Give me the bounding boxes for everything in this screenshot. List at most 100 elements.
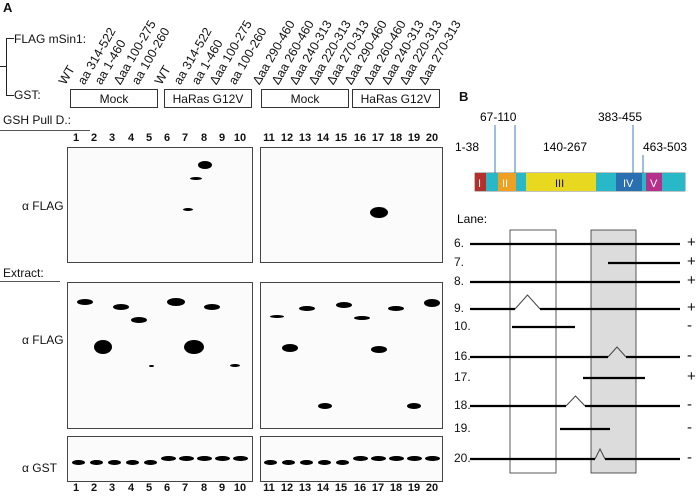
- lane-row-result: +: [687, 272, 696, 289]
- bottom-lane-19: 19: [407, 482, 421, 494]
- blot-band: [406, 455, 422, 461]
- blot-band: [388, 455, 404, 461]
- blot-band: [370, 206, 388, 218]
- lane-header: Lane:: [457, 212, 487, 226]
- blot-band: [299, 459, 313, 465]
- top-lane-19: 19: [407, 132, 421, 144]
- svg-text:III: III: [555, 178, 564, 190]
- lane-row-label: 9.: [454, 301, 465, 315]
- top-lane-15: 15: [334, 132, 348, 144]
- gsh-pulldown-label: GSH Pull D.:: [3, 113, 72, 127]
- top-lane-3: 3: [108, 132, 116, 144]
- lane-row-label: 19.: [454, 421, 471, 435]
- lane-row-result: -: [687, 396, 692, 413]
- blot-band: [184, 340, 204, 354]
- bottom-lane-6: 6: [163, 482, 171, 494]
- lane-row-result: +: [687, 299, 696, 316]
- lane-row-label: 10.: [454, 319, 471, 333]
- blot-band: [263, 459, 277, 465]
- domain-2: [498, 173, 516, 191]
- bottom-lane-2: 2: [90, 482, 98, 494]
- lane-row-label: 16.: [454, 349, 471, 363]
- range-67-110: 67-110: [480, 110, 517, 124]
- blot-band: [71, 459, 85, 465]
- blot-band: [282, 344, 298, 352]
- range-140-267: 140-267: [543, 140, 587, 154]
- lane-row-result: +: [687, 234, 696, 251]
- blot-band: [318, 403, 332, 409]
- blot-band: [317, 459, 331, 465]
- top-lane-7: 7: [181, 132, 189, 144]
- bottom-lane-17: 17: [371, 482, 385, 494]
- bracket-tick: [0, 66, 6, 67]
- blot-band: [148, 365, 154, 367]
- blot-band: [125, 459, 139, 465]
- gst-label: GST:: [14, 88, 41, 102]
- lane-row-result: -: [687, 347, 692, 364]
- lane-row-label: 18.: [454, 398, 471, 412]
- blot-band: [107, 459, 121, 465]
- top-lane-17: 17: [371, 132, 385, 144]
- bottom-lane-20: 20: [425, 482, 439, 494]
- top-lane-12: 12: [280, 132, 294, 144]
- blot-band: [335, 459, 349, 465]
- top-lane-2: 2: [90, 132, 98, 144]
- blot-band: [370, 455, 386, 461]
- range-463-503: 463-503: [643, 140, 687, 154]
- range-1-38: 1-38: [455, 140, 479, 154]
- bracket: [6, 38, 14, 95]
- bracket-top: [6, 38, 14, 39]
- blot-band: [336, 302, 352, 308]
- gst-box-mock-right: Mock: [261, 89, 349, 108]
- bracket-bottom: [6, 95, 14, 96]
- extract-flag-panel-left: [67, 282, 253, 429]
- blot-band: [204, 304, 220, 310]
- bottom-lane-3: 3: [108, 482, 116, 494]
- blot-band: [198, 161, 212, 169]
- lane-row-result: -: [687, 317, 692, 334]
- domain-3: [526, 173, 596, 191]
- lane-row-result: -: [687, 449, 692, 466]
- domain-5: [646, 173, 662, 191]
- lane-row-label: 7.: [454, 255, 465, 269]
- blot-band: [131, 317, 147, 323]
- blot-band: [388, 305, 404, 311]
- bottom-lane-11: 11: [263, 482, 275, 494]
- bottom-lane-12: 12: [280, 482, 294, 494]
- blot-band: [424, 455, 440, 461]
- svg-text:I: I: [478, 178, 481, 190]
- blot-band: [371, 345, 387, 353]
- blot-band: [354, 316, 370, 320]
- pulldown-panel-right: [260, 147, 443, 263]
- alpha-flag-label-1: α FLAG: [22, 199, 64, 213]
- blot-band: [113, 304, 129, 310]
- top-lane-13: 13: [298, 132, 312, 144]
- top-lane-9: 9: [218, 132, 226, 144]
- blot-band: [232, 455, 248, 461]
- gst-box-haras-left: HaRas G12V: [164, 89, 252, 108]
- lane-row-label: 8.: [454, 274, 465, 288]
- svg-text:IV: IV: [623, 178, 634, 190]
- panel-a-label: A: [3, 0, 13, 15]
- bottom-lane-14: 14: [316, 482, 330, 494]
- lane-row-label: 20.: [454, 451, 471, 465]
- blot-band: [143, 459, 157, 465]
- top-lane-11: 11: [263, 132, 275, 144]
- gst-panel-left: [67, 436, 253, 482]
- top-lane-1: 1: [72, 132, 80, 144]
- svg-text:II: II: [502, 178, 508, 190]
- top-lane-16: 16: [353, 132, 367, 144]
- blot-band: [89, 459, 103, 465]
- blot-band: [167, 298, 185, 306]
- alpha-gst-label: α GST: [22, 461, 57, 475]
- bottom-lane-10: 10: [233, 482, 247, 494]
- lane-row-label: 6.: [454, 236, 465, 250]
- top-lane-20: 20: [425, 132, 439, 144]
- bottom-lane-4: 4: [127, 482, 135, 494]
- extract-label: Extract:: [3, 266, 44, 280]
- blot-band: [77, 299, 93, 305]
- top-lane-18: 18: [389, 132, 403, 144]
- blot-band: [424, 299, 440, 307]
- blot-band: [160, 455, 176, 461]
